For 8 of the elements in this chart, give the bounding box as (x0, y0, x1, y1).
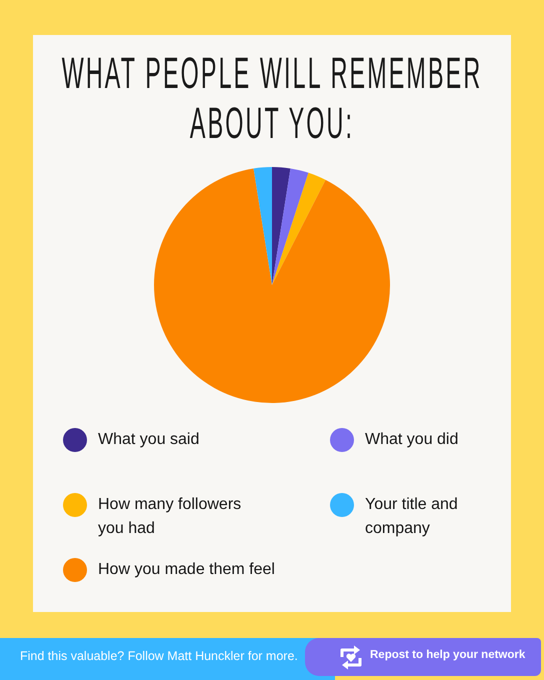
legend-label: What you said (98, 430, 200, 450)
chart-title: WHAT PEOPLE WILL REMEMBER ABOUT YOU: (60, 49, 484, 149)
legend-label: Your title and company (365, 495, 459, 539)
legend-label: How you made them feel (98, 560, 275, 580)
text: Repost to help your network (370, 649, 526, 661)
legend-label: How many followers you had (98, 495, 242, 539)
legend-label: What you did (365, 430, 458, 450)
text: Find this valuable? Follow Matt Hunckler for more. (20, 649, 298, 663)
